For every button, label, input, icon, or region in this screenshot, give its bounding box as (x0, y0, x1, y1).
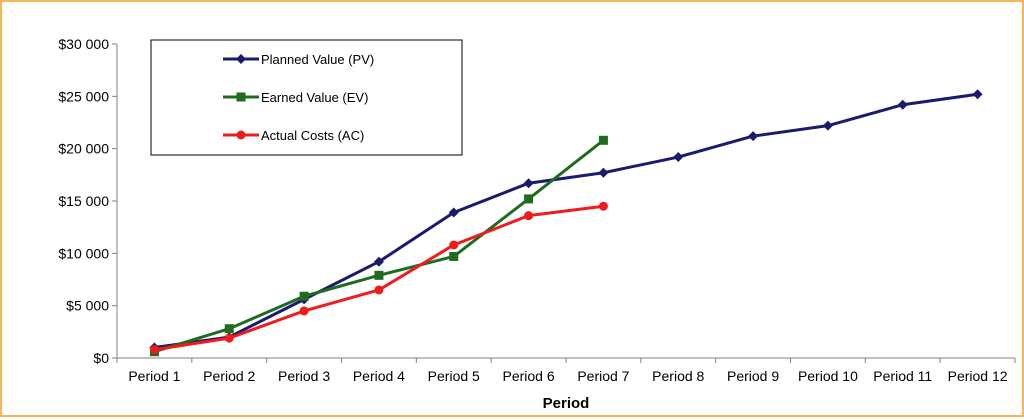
data-point (149, 345, 159, 355)
data-point (224, 324, 234, 334)
data-point (822, 120, 833, 131)
legend: Planned Value (PV) Earned Value (EV) Actua… (150, 39, 463, 156)
x-tick-label: Period 1 (128, 368, 180, 384)
data-point (523, 178, 534, 189)
data-point (448, 207, 459, 218)
y-tick-label: $10 000 (58, 245, 109, 261)
y-tick-label: $20 000 (58, 141, 109, 157)
x-tick-label: Period 2 (203, 368, 255, 384)
data-point (748, 131, 759, 142)
data-point (598, 201, 608, 211)
y-tick-label: $0 (93, 350, 109, 366)
data-point (373, 256, 384, 267)
series-line (154, 92, 978, 350)
data-point (374, 270, 384, 280)
legend-marker (236, 92, 246, 102)
data-point (524, 211, 534, 221)
x-tick-label: Period 7 (577, 368, 629, 384)
x-tick-label: Period 12 (948, 368, 1008, 384)
data-point (524, 194, 534, 204)
x-axis-title: Period (543, 395, 590, 412)
legend-item: Actual Costs (AC) (223, 128, 364, 143)
series-circle (149, 201, 608, 355)
legend-item: Earned Value (EV) (223, 90, 368, 105)
x-tick-label: Period 10 (798, 368, 858, 384)
data-point (598, 135, 608, 145)
data-point (449, 240, 459, 250)
data-point (374, 285, 384, 295)
legend-label: Actual Costs (AC) (261, 128, 364, 143)
y-tick-label: $25 000 (58, 88, 109, 104)
x-tick-label: Period 8 (652, 368, 704, 384)
x-axis-ticks: Period 1 Period 2 Period 3 Period 4 Period 5… (116, 358, 1016, 384)
series-line (153, 139, 605, 354)
line-chart: $0 $5 000 $10 000 $15 000 $20 000 $25 000 $30 … (58, 36, 1016, 412)
legend-box (150, 39, 463, 156)
data-point (299, 291, 309, 301)
legend-item: Planned Value (PV) (223, 52, 374, 67)
data-point (598, 167, 609, 178)
y-tick-label: $30 000 (58, 36, 109, 52)
x-tick-label: Period 4 (353, 368, 405, 384)
x-tick-label: Period 9 (727, 368, 779, 384)
y-axis-ticks: $0 $5 000 $10 000 $15 000 $20 000 $25 000 $30 … (58, 36, 117, 366)
legend-marker (236, 54, 246, 64)
y-tick-label: $15 000 (58, 193, 109, 209)
data-point (299, 306, 309, 316)
y-tick-label: $5 000 (66, 298, 109, 314)
x-tick-label: Period 11 (873, 368, 932, 384)
legend-label: Earned Value (EV) (261, 90, 368, 105)
data-point (449, 251, 459, 261)
legend-marker (236, 130, 246, 140)
x-tick-label: Period 3 (278, 368, 330, 384)
data-point (897, 99, 908, 110)
x-tick-label: Period 6 (503, 368, 555, 384)
data-point (224, 333, 234, 343)
series-layer (149, 89, 983, 357)
data-point (972, 89, 983, 100)
series-square (149, 135, 608, 357)
x-tick-label: Period 5 (428, 368, 480, 384)
legend-label: Planned Value (PV) (261, 52, 374, 67)
data-point (673, 152, 684, 163)
